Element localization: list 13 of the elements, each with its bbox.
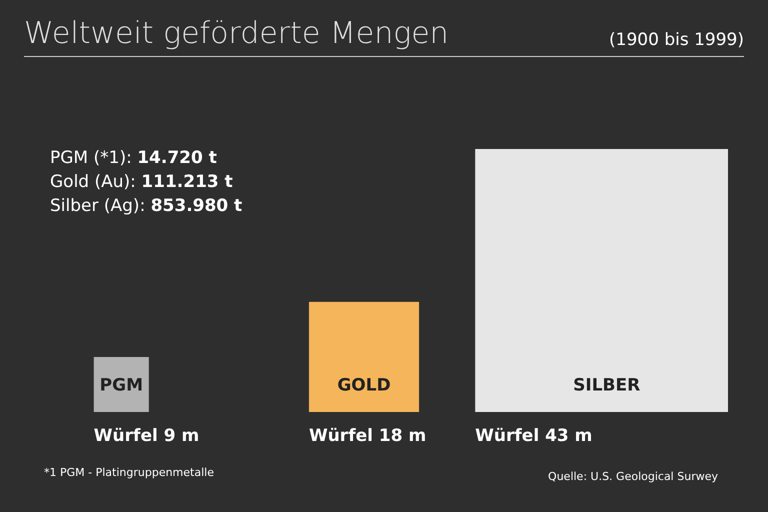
annotation: PGM (*1): 14.720 t — [50, 148, 217, 168]
text: *1 PGM - Platingruppenmetalle — [44, 466, 214, 479]
data-label: Würfel 43 m — [475, 426, 592, 446]
x-tick-label: GOLD — [337, 375, 391, 396]
annotation: Gold (Au): 111.213 t — [50, 172, 233, 192]
data-label: Würfel 9 m — [94, 426, 200, 446]
chart-title: Weltweit geförderte Mengen — [24, 16, 449, 51]
x-tick-label: SILBER — [573, 375, 640, 396]
data-label: Würfel 18 m — [308, 426, 426, 446]
annotation: Silber (Ag): 853.980 t — [50, 196, 242, 216]
chart-subtitle: (1900 bis 1999) — [609, 30, 744, 50]
source-note: Quelle: U.S. Geological Surwey — [548, 470, 718, 483]
x-tick-label: PGM — [100, 375, 144, 396]
